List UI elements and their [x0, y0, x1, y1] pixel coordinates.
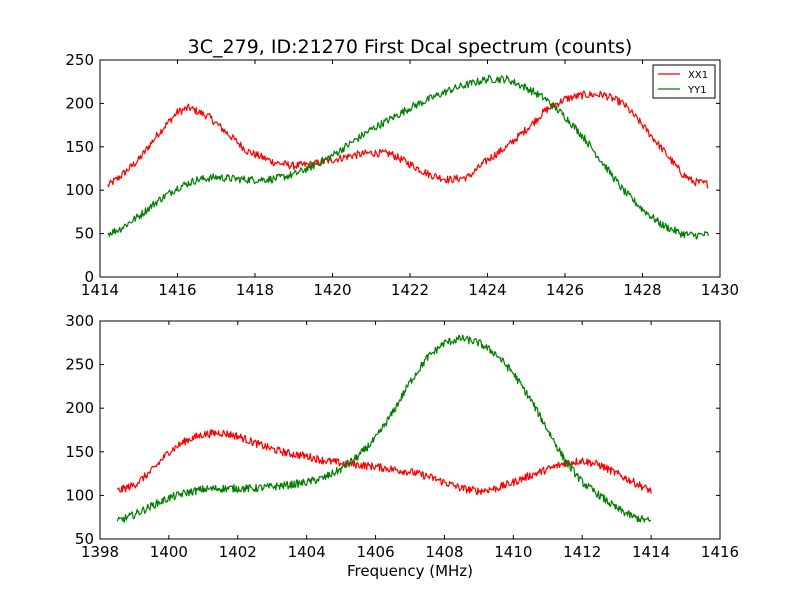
bottom-y-tick-label: 50: [75, 530, 94, 548]
top-x-tick-label: 1422: [391, 281, 429, 299]
chart-title: 3C_279, ID:21270 First Dcal spectrum (co…: [188, 36, 633, 58]
bottom-y-tick-label: 150: [65, 443, 94, 461]
legend-label-yy1: YY1: [687, 85, 707, 96]
bottom-axes-frame: [99, 320, 721, 540]
bottom-y-tick-label: 300: [65, 312, 94, 330]
top-x-tick-label: 1428: [623, 281, 661, 299]
top-y-tick-label: 50: [75, 225, 94, 243]
top-y-tick-label: 0: [84, 268, 94, 286]
bottom-x-axis-label: Frequency (MHz): [347, 562, 473, 580]
bottom-series-yy1-line: [116, 334, 652, 523]
bottom-x-tick-label: 1404: [288, 543, 326, 561]
bottom-x-tick-label: 1408: [425, 543, 463, 561]
bottom-y-tick-label: 200: [65, 399, 94, 417]
top-x-tick-label: 1420: [313, 281, 351, 299]
top-y-tick-label: 150: [65, 138, 94, 156]
bottom-x-tick-label: 1402: [219, 543, 257, 561]
top-x-tick-label: 1418: [236, 281, 274, 299]
top-x-tick-label: 1430: [701, 281, 739, 299]
bottom-panel: 1398 1400 1402 1404 1406 1408 1410 1412 1414 1416…: [65, 312, 739, 561]
top-x-tick-label: 1414: [81, 281, 119, 299]
top-y-tick-label: 200: [65, 94, 94, 112]
bottom-x-tick-label: 1416: [701, 543, 739, 561]
top-y-tick-label: 100: [65, 181, 94, 199]
top-series-yy1-line: [107, 74, 709, 240]
top-series-group: [107, 74, 709, 240]
bottom-x-tick-label: 1406: [356, 543, 394, 561]
legend-label-xx1: XX1: [688, 70, 708, 81]
bottom-series-group: [116, 334, 652, 523]
bottom-x-tick-label: 1410: [494, 543, 532, 561]
bottom-x-tick-label: 1400: [150, 543, 188, 561]
bottom-series-xx1-line: [117, 429, 652, 496]
top-panel: 1414 1416 1418 1420 1422 1424 1426 1428 1430 0 50 1…: [65, 51, 739, 299]
top-x-tick-label: 1426: [546, 281, 584, 299]
top-x-tick-label: 1424: [468, 281, 506, 299]
bottom-x-tick-label: 1398: [81, 543, 119, 561]
legend-box: [652, 64, 716, 99]
bottom-x-tick-label: 1412: [563, 543, 601, 561]
top-x-tick-label: 1416: [158, 281, 196, 299]
bottom-y-tick-label: 100: [65, 486, 94, 504]
top-series-xx1-line: [107, 90, 709, 189]
bottom-y-tick-label: 250: [65, 356, 94, 374]
bottom-x-tick-label: 1414: [632, 543, 670, 561]
top-y-tick-label: 250: [65, 51, 94, 69]
